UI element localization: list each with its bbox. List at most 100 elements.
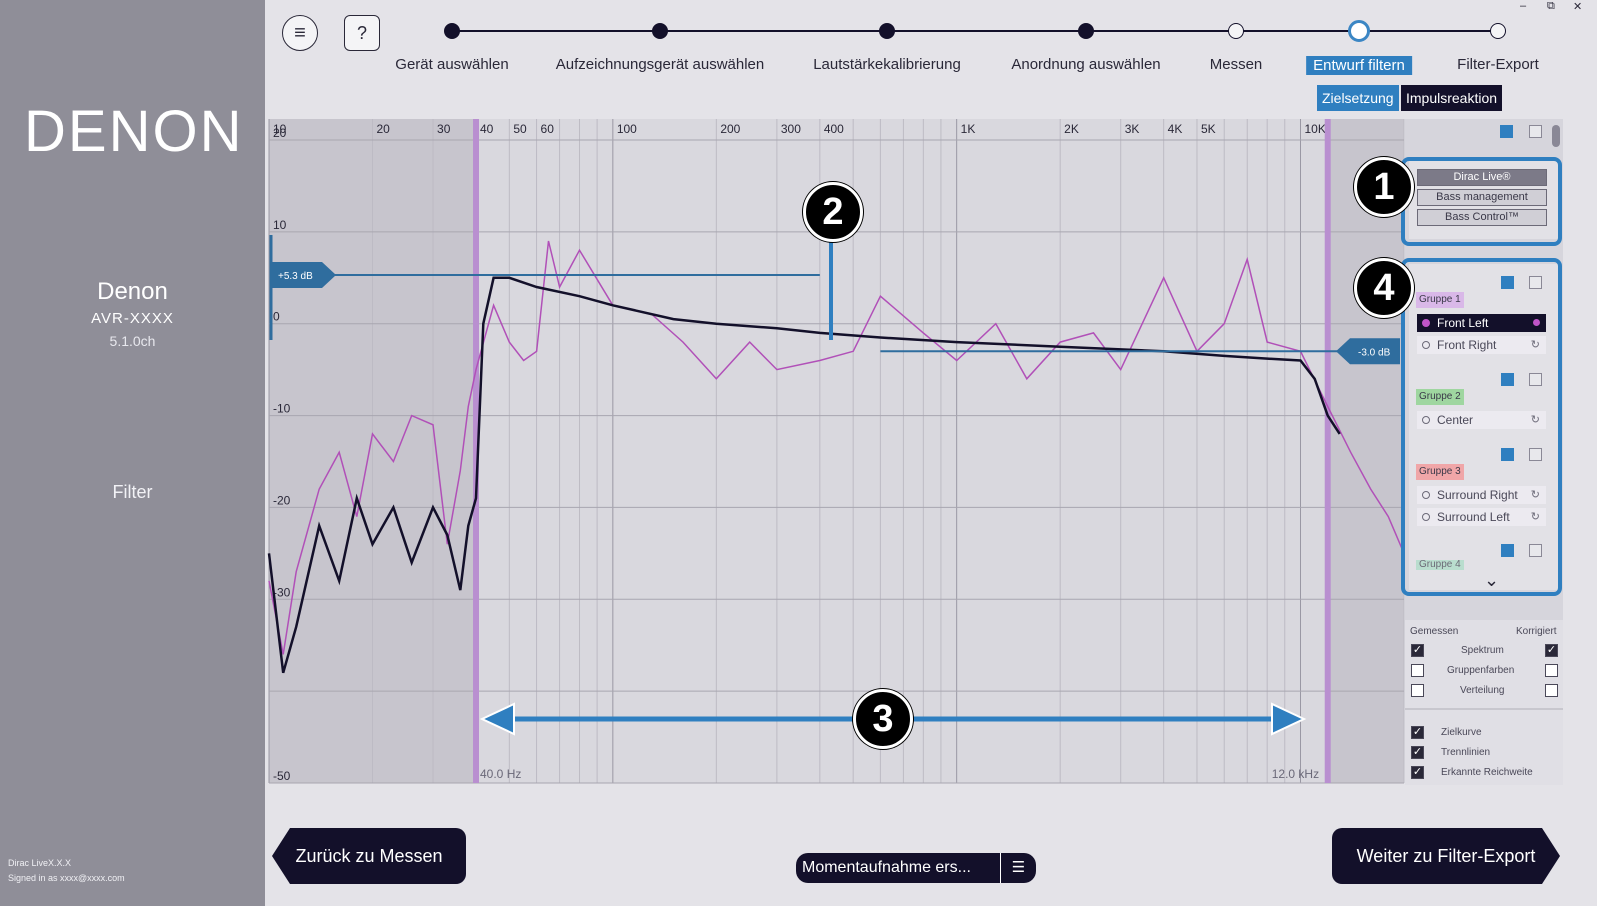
algorithm-bass-management[interactable]: Bass management [1417, 189, 1547, 206]
back-to-measure-button[interactable]: Zurück zu Messen [272, 828, 466, 884]
range-arrow-left-icon [479, 702, 515, 736]
step-3-dot[interactable] [879, 23, 895, 39]
channel-front-right[interactable]: Front Right ↻ [1417, 336, 1546, 354]
target-curve-checkbox[interactable]: ✓ [1411, 726, 1424, 739]
group-1-expand-icon[interactable] [1501, 276, 1514, 289]
settings-icon[interactable] [1529, 125, 1542, 138]
group-4-label[interactable]: Gruppe 4 [1416, 560, 1464, 570]
step-1-label[interactable]: Gerät auswählen [395, 56, 509, 73]
minimize-icon[interactable]: – [1520, 0, 1527, 12]
group-colors-measured-checkbox[interactable] [1411, 664, 1424, 677]
y-axis-ticks: 20 10 0 -10 -20 -30 -50 [269, 126, 291, 783]
step-1-dot[interactable] [444, 23, 460, 39]
channel-surround-right[interactable]: Surround Right ↻ [1417, 486, 1546, 504]
scroll-down-icon[interactable]: ⌄ [1484, 570, 1500, 590]
high-gain-handle[interactable] [1336, 338, 1400, 365]
detected-range-checkbox[interactable]: ✓ [1411, 766, 1424, 779]
snapshot-button[interactable]: Momentaufnahme ers... ☰ [796, 853, 1036, 883]
snapshot-list-icon[interactable]: ☰ [1000, 853, 1036, 883]
step-2-label[interactable]: Aufzeichnungsgerät auswählen [555, 56, 765, 73]
callout-1-frame [1401, 157, 1562, 246]
low-gain-handle[interactable] [271, 262, 336, 289]
device-model: AVR-XXXX [91, 310, 174, 327]
channel-dot-icon [1422, 319, 1430, 327]
step-6-label[interactable]: Entwurf filtern [1306, 56, 1412, 75]
step-4-dot[interactable] [1078, 23, 1094, 39]
callout-badge-2: 2 [803, 182, 863, 242]
channel-dot-icon [1422, 416, 1430, 424]
crossover-lines-label: Trennlinien [1441, 747, 1491, 758]
channel-front-left[interactable]: Front Left [1417, 314, 1546, 332]
step-7-dot[interactable] [1490, 23, 1506, 39]
expand-icon[interactable] [1500, 125, 1513, 138]
range-high-label: 12.0 kHz [1272, 767, 1319, 781]
help-icon: ? [356, 22, 367, 43]
menu-button[interactable]: ≡ [282, 15, 318, 51]
callout-4-frame [1401, 258, 1562, 596]
x-tick-label: 100 [617, 122, 637, 136]
step-4-label[interactable]: Anordnung auswählen [1011, 56, 1161, 73]
algorithm-dirac-live[interactable]: Dirac Live® [1417, 169, 1547, 186]
x-tick-label: 300 [781, 122, 801, 136]
group-2-expand-icon[interactable] [1501, 373, 1514, 386]
snapshot-label: Momentaufnahme ers... [802, 859, 971, 876]
x-tick-label: 3K [1125, 122, 1140, 136]
channel-center[interactable]: Center ↻ [1417, 411, 1546, 429]
group-4-expand-icon[interactable] [1501, 544, 1514, 557]
restore-icon[interactable]: ⧉ [1547, 0, 1555, 12]
high-gain-label: -3.0 dB [1358, 347, 1391, 358]
sidebar: DENON Denon AVR-XXXX 5.1.0ch Filter Dira… [0, 0, 265, 906]
channel-dot-icon [1422, 513, 1430, 521]
algorithm-bass-control[interactable]: Bass Control™ [1417, 209, 1547, 226]
distribution-corrected-checkbox[interactable] [1545, 684, 1558, 697]
callout-badge-3: 3 [853, 689, 913, 749]
group-1-label[interactable]: Gruppe 1 [1416, 292, 1464, 308]
group-3-label[interactable]: Gruppe 3 [1416, 464, 1464, 480]
channel-indicator-icon [1533, 319, 1540, 326]
spectrum-corrected-checkbox[interactable]: ✓ [1545, 644, 1558, 657]
y-tick-label: 0 [273, 310, 280, 324]
group-3-expand-icon[interactable] [1501, 448, 1514, 461]
y-tick-label: -10 [273, 402, 291, 416]
spectrum-measured-checkbox[interactable]: ✓ [1411, 644, 1424, 657]
step-5-dot[interactable] [1228, 23, 1244, 39]
channel-surround-left[interactable]: Surround Left ↻ [1417, 508, 1546, 526]
x-tick-label: 5K [1201, 122, 1216, 136]
x-tick-label: 4K [1168, 122, 1183, 136]
step-7-label[interactable]: Filter-Export [1457, 56, 1539, 73]
group-3-settings-icon[interactable] [1529, 448, 1542, 461]
y-tick-label: 20 [273, 126, 287, 140]
group-4-settings-icon[interactable] [1529, 544, 1542, 557]
x-tick-label: 60 [541, 122, 555, 136]
crossover-lines-checkbox[interactable]: ✓ [1411, 746, 1424, 759]
legend-divider [1405, 708, 1563, 710]
channel-label: Surround Left [1437, 510, 1510, 524]
next-to-filter-export-button[interactable]: Weiter zu Filter-Export [1332, 828, 1560, 884]
tab-target[interactable]: Zielsetzung [1317, 85, 1399, 111]
y-tick-label: -20 [273, 493, 291, 507]
group-2-label[interactable]: Gruppe 2 [1416, 389, 1464, 405]
target-curve-label: Zielkurve [1441, 727, 1482, 738]
group-2-settings-icon[interactable] [1529, 373, 1542, 386]
x-tick-label: 50 [513, 122, 527, 136]
step-3-label[interactable]: Lautstärkekalibrierung [813, 56, 961, 73]
range-low-label: 40.0 Hz [480, 767, 521, 781]
excluded-range-high [1327, 119, 1404, 783]
channel-label: Center [1437, 413, 1474, 427]
stepper-line [452, 30, 1498, 32]
panel-scrollbar[interactable] [1552, 125, 1560, 147]
step-2-dot[interactable] [652, 23, 668, 39]
x-tick-label: 200 [720, 122, 740, 136]
help-button[interactable]: ? [344, 15, 380, 51]
group-colors-corrected-checkbox[interactable] [1545, 664, 1558, 677]
distribution-measured-checkbox[interactable] [1411, 684, 1424, 697]
group-1-settings-icon[interactable] [1529, 276, 1542, 289]
step-5-label[interactable]: Messen [1209, 56, 1263, 73]
x-axis-ticks: 1020304050601002003004001K2K3K4K5K10K20K [273, 122, 1429, 136]
step-6-dot[interactable] [1348, 20, 1370, 42]
tab-impulse-response[interactable]: Impulsreaktion [1401, 85, 1503, 111]
close-icon[interactable]: ✕ [1573, 1, 1583, 13]
x-tick-label: 2K [1064, 122, 1079, 136]
detected-range-label: Erkannte Reichweite [1441, 767, 1533, 778]
